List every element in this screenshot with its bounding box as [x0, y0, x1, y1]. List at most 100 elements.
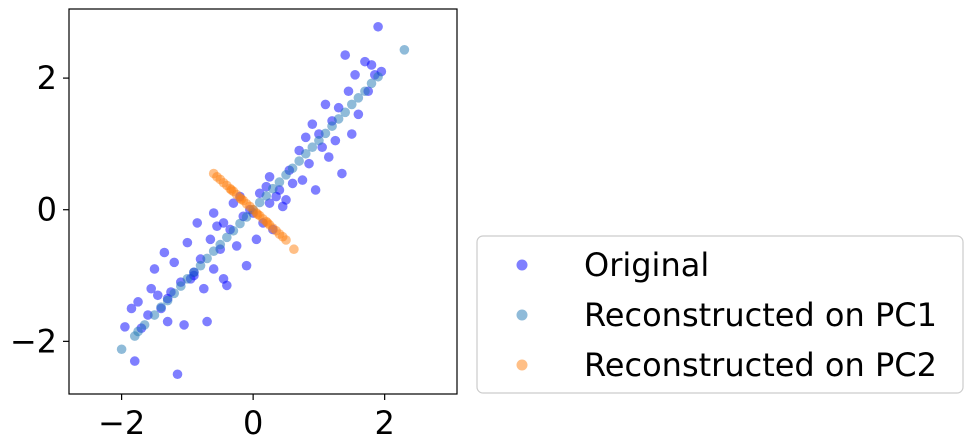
points-layer [116, 21, 410, 380]
point-reconstructed-on-pc1 [149, 310, 160, 320]
point-original [353, 109, 364, 120]
point-original [307, 119, 318, 129]
point-original [346, 129, 357, 139]
point-reconstructed-on-pc1 [208, 246, 219, 256]
point-original [337, 168, 347, 179]
point-reconstructed-on-pc1 [215, 239, 226, 250]
y-tick-label: 0 [37, 191, 57, 229]
point-original [120, 322, 130, 332]
point-reconstructed-on-pc1 [261, 191, 272, 201]
point-reconstructed-on-pc1 [360, 86, 370, 97]
point-reconstructed-on-pc1 [222, 232, 232, 243]
point-reconstructed-on-pc1 [182, 274, 193, 284]
point-original [179, 320, 189, 330]
point-original [143, 310, 153, 320]
point-original [205, 234, 216, 245]
plot-frame [68, 8, 458, 395]
point-original [264, 172, 275, 182]
point-original [159, 247, 170, 258]
legend-marker-reconstructed-pc1 [516, 309, 528, 321]
point-reconstructed-on-pc2 [252, 209, 263, 220]
point-reconstructed-on-pc1 [235, 218, 245, 229]
y-tick-label: 2 [37, 59, 57, 97]
point-original [222, 280, 232, 291]
point-reconstructed-on-pc1 [307, 142, 318, 153]
point-reconstructed-on-pc1 [254, 197, 265, 208]
point-original [310, 185, 321, 195]
point-original [126, 303, 137, 314]
legend-marker-reconstructed-pc2 [516, 359, 528, 371]
point-reconstructed-on-pc2 [226, 185, 237, 195]
point-reconstructed-on-pc1 [399, 45, 410, 55]
point-reconstructed-on-pc1 [139, 320, 150, 330]
point-original [320, 99, 331, 110]
legend-label-original: Original [584, 246, 709, 284]
point-original [251, 234, 262, 245]
point-original [366, 60, 377, 70]
point-reconstructed-on-pc1 [320, 128, 331, 139]
point-original [241, 260, 252, 271]
point-reconstructed-on-pc1 [373, 71, 383, 82]
point-original [297, 175, 308, 185]
point-original [202, 316, 212, 327]
point-reconstructed-on-pc1 [116, 344, 127, 355]
point-original [218, 218, 229, 228]
point-original [182, 237, 193, 248]
legend-label-reconstructed-pc2: Reconstructed on PC2 [584, 346, 937, 384]
point-reconstructed-on-pc1 [281, 170, 291, 180]
point-reconstructed-on-pc1 [274, 177, 285, 187]
point-reconstructed-on-pc1 [340, 107, 351, 118]
point-original [264, 198, 275, 208]
point-original [340, 50, 351, 60]
point-reconstructed-on-pc1 [241, 212, 252, 222]
point-original [343, 86, 354, 97]
point-original [281, 195, 291, 205]
point-original [199, 283, 209, 294]
point-reconstructed-on-pc1 [202, 253, 212, 264]
point-reconstructed-on-pc1 [169, 288, 180, 299]
point-reconstructed-on-pc2 [281, 235, 291, 245]
point-original [287, 178, 298, 189]
point-reconstructed-on-pc1 [353, 93, 364, 103]
legend-marker-original [516, 259, 528, 271]
point-reconstructed-on-pc1 [300, 148, 311, 159]
legend: Original Reconstructed on PC1 Reconstruc… [476, 235, 964, 394]
point-original [146, 283, 156, 294]
point-original [133, 297, 143, 307]
point-original [172, 369, 183, 380]
point-original [350, 70, 360, 80]
point-original [192, 218, 203, 228]
point-reconstructed-on-pc1 [195, 260, 206, 271]
point-original [208, 208, 219, 218]
point-original [208, 264, 219, 274]
point-original [149, 264, 160, 274]
y-tick-label: −2 [10, 322, 57, 360]
x-tick-label: 0 [243, 404, 263, 442]
point-reconstructed-on-pc1 [294, 156, 304, 166]
point-reconstructed-on-pc1 [287, 163, 298, 174]
point-reconstructed-on-pc1 [189, 267, 199, 278]
point-original [169, 257, 180, 268]
point-reconstructed-on-pc1 [333, 114, 344, 124]
point-original [323, 152, 334, 162]
point-reconstructed-on-pc2 [262, 218, 273, 228]
legend-frame [476, 235, 964, 394]
point-original [162, 316, 173, 327]
ticks-layer: −2 0 2 −2 0 2 [10, 59, 395, 442]
point-reconstructed-on-pc1 [268, 183, 278, 194]
point-reconstructed-on-pc2 [289, 244, 299, 255]
point-original [129, 356, 140, 366]
point-original [231, 241, 242, 251]
point-original [152, 290, 163, 301]
point-reconstructed-on-pc1 [176, 281, 186, 291]
point-reconstructed-on-pc2 [236, 194, 247, 204]
point-original [228, 198, 239, 208]
x-tick-label: 2 [374, 404, 394, 442]
point-original [300, 132, 311, 143]
legend-label-reconstructed-pc1: Reconstructed on PC1 [584, 296, 937, 334]
point-reconstructed-on-pc1 [156, 302, 166, 312]
point-reconstructed-on-pc1 [314, 135, 324, 146]
point-reconstructed-on-pc1 [228, 225, 239, 236]
point-original [304, 158, 314, 169]
